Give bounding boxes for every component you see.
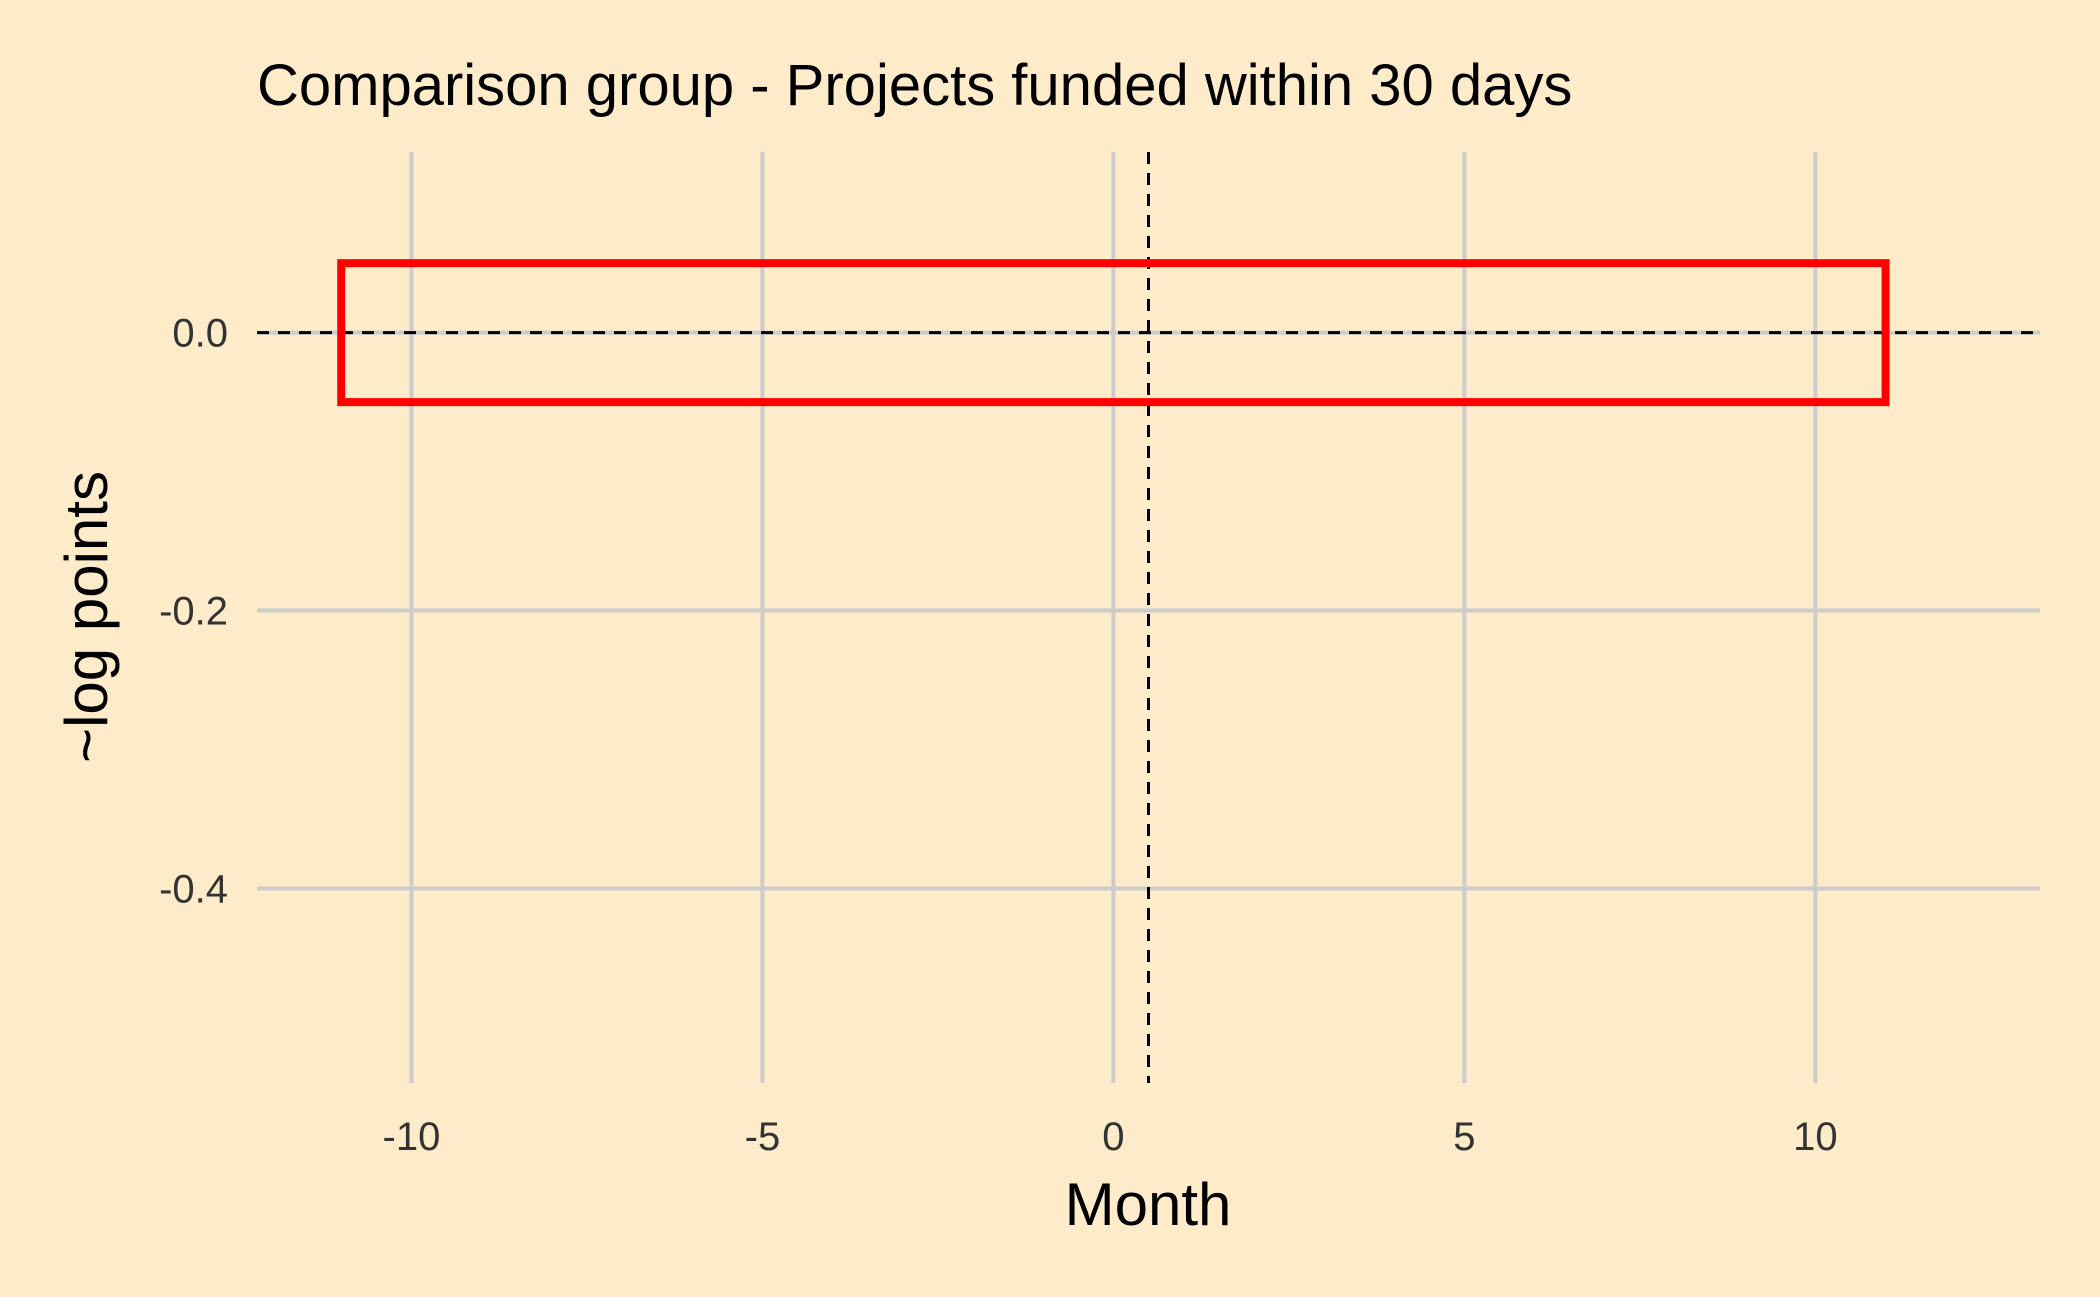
highlight-layer [337,259,1890,407]
x-tick-label: 5 [1453,1115,1475,1159]
x-tick-labels: -10 -5 0 5 10 [383,1115,1838,1159]
chart-title: Comparison group - Projects funded withi… [257,53,1572,118]
y-tick-label: -0.4 [159,867,228,911]
highlight-box [337,259,1890,407]
y-tick-labels: 0.0 -0.2 -0.4 [159,312,228,912]
reference-lines [257,152,2040,1083]
x-tick-label: 0 [1102,1115,1124,1159]
x-tick-label: -10 [383,1115,441,1159]
x-tick-label: -5 [745,1115,781,1159]
x-axis-title: Month [1065,1171,1232,1238]
y-tick-label: -0.2 [159,590,228,634]
y-axis-title: ~log points [53,471,120,763]
x-tick-label: 10 [1793,1115,1838,1159]
y-tick-label: 0.0 [172,312,228,356]
